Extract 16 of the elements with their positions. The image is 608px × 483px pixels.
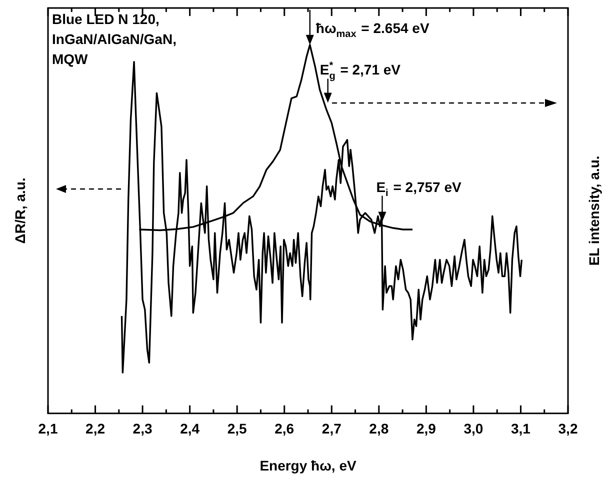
x-tick-label: 3,1 [510, 420, 531, 437]
x-tick-label: 2,9 [416, 420, 436, 437]
x-tick-label: 3,0 [464, 420, 484, 437]
x-tick-label: 2,3 [132, 420, 152, 437]
x-tick-label: 3,2 [558, 420, 578, 437]
x-tick-label: 2,8 [369, 420, 389, 437]
x-tick-label: 2,7 [322, 420, 342, 437]
x-tick-label: 2,4 [180, 420, 200, 437]
y2-axis-title: EL intensity, a.u. [586, 156, 602, 266]
x-tick-label: 2,6 [274, 420, 294, 437]
x-tick-label: 2,1 [38, 420, 58, 437]
x-tick-label: 2,5 [227, 420, 248, 437]
annotation: Blue LED N 120, InGaN/AlGaN/GaN, MQW [52, 11, 176, 67]
x-tick-label: 2,2 [86, 420, 106, 437]
y-axis-title: ΔR/R, a.u. [12, 178, 28, 244]
x-axis-title: Energy ħω, eV [260, 457, 357, 474]
